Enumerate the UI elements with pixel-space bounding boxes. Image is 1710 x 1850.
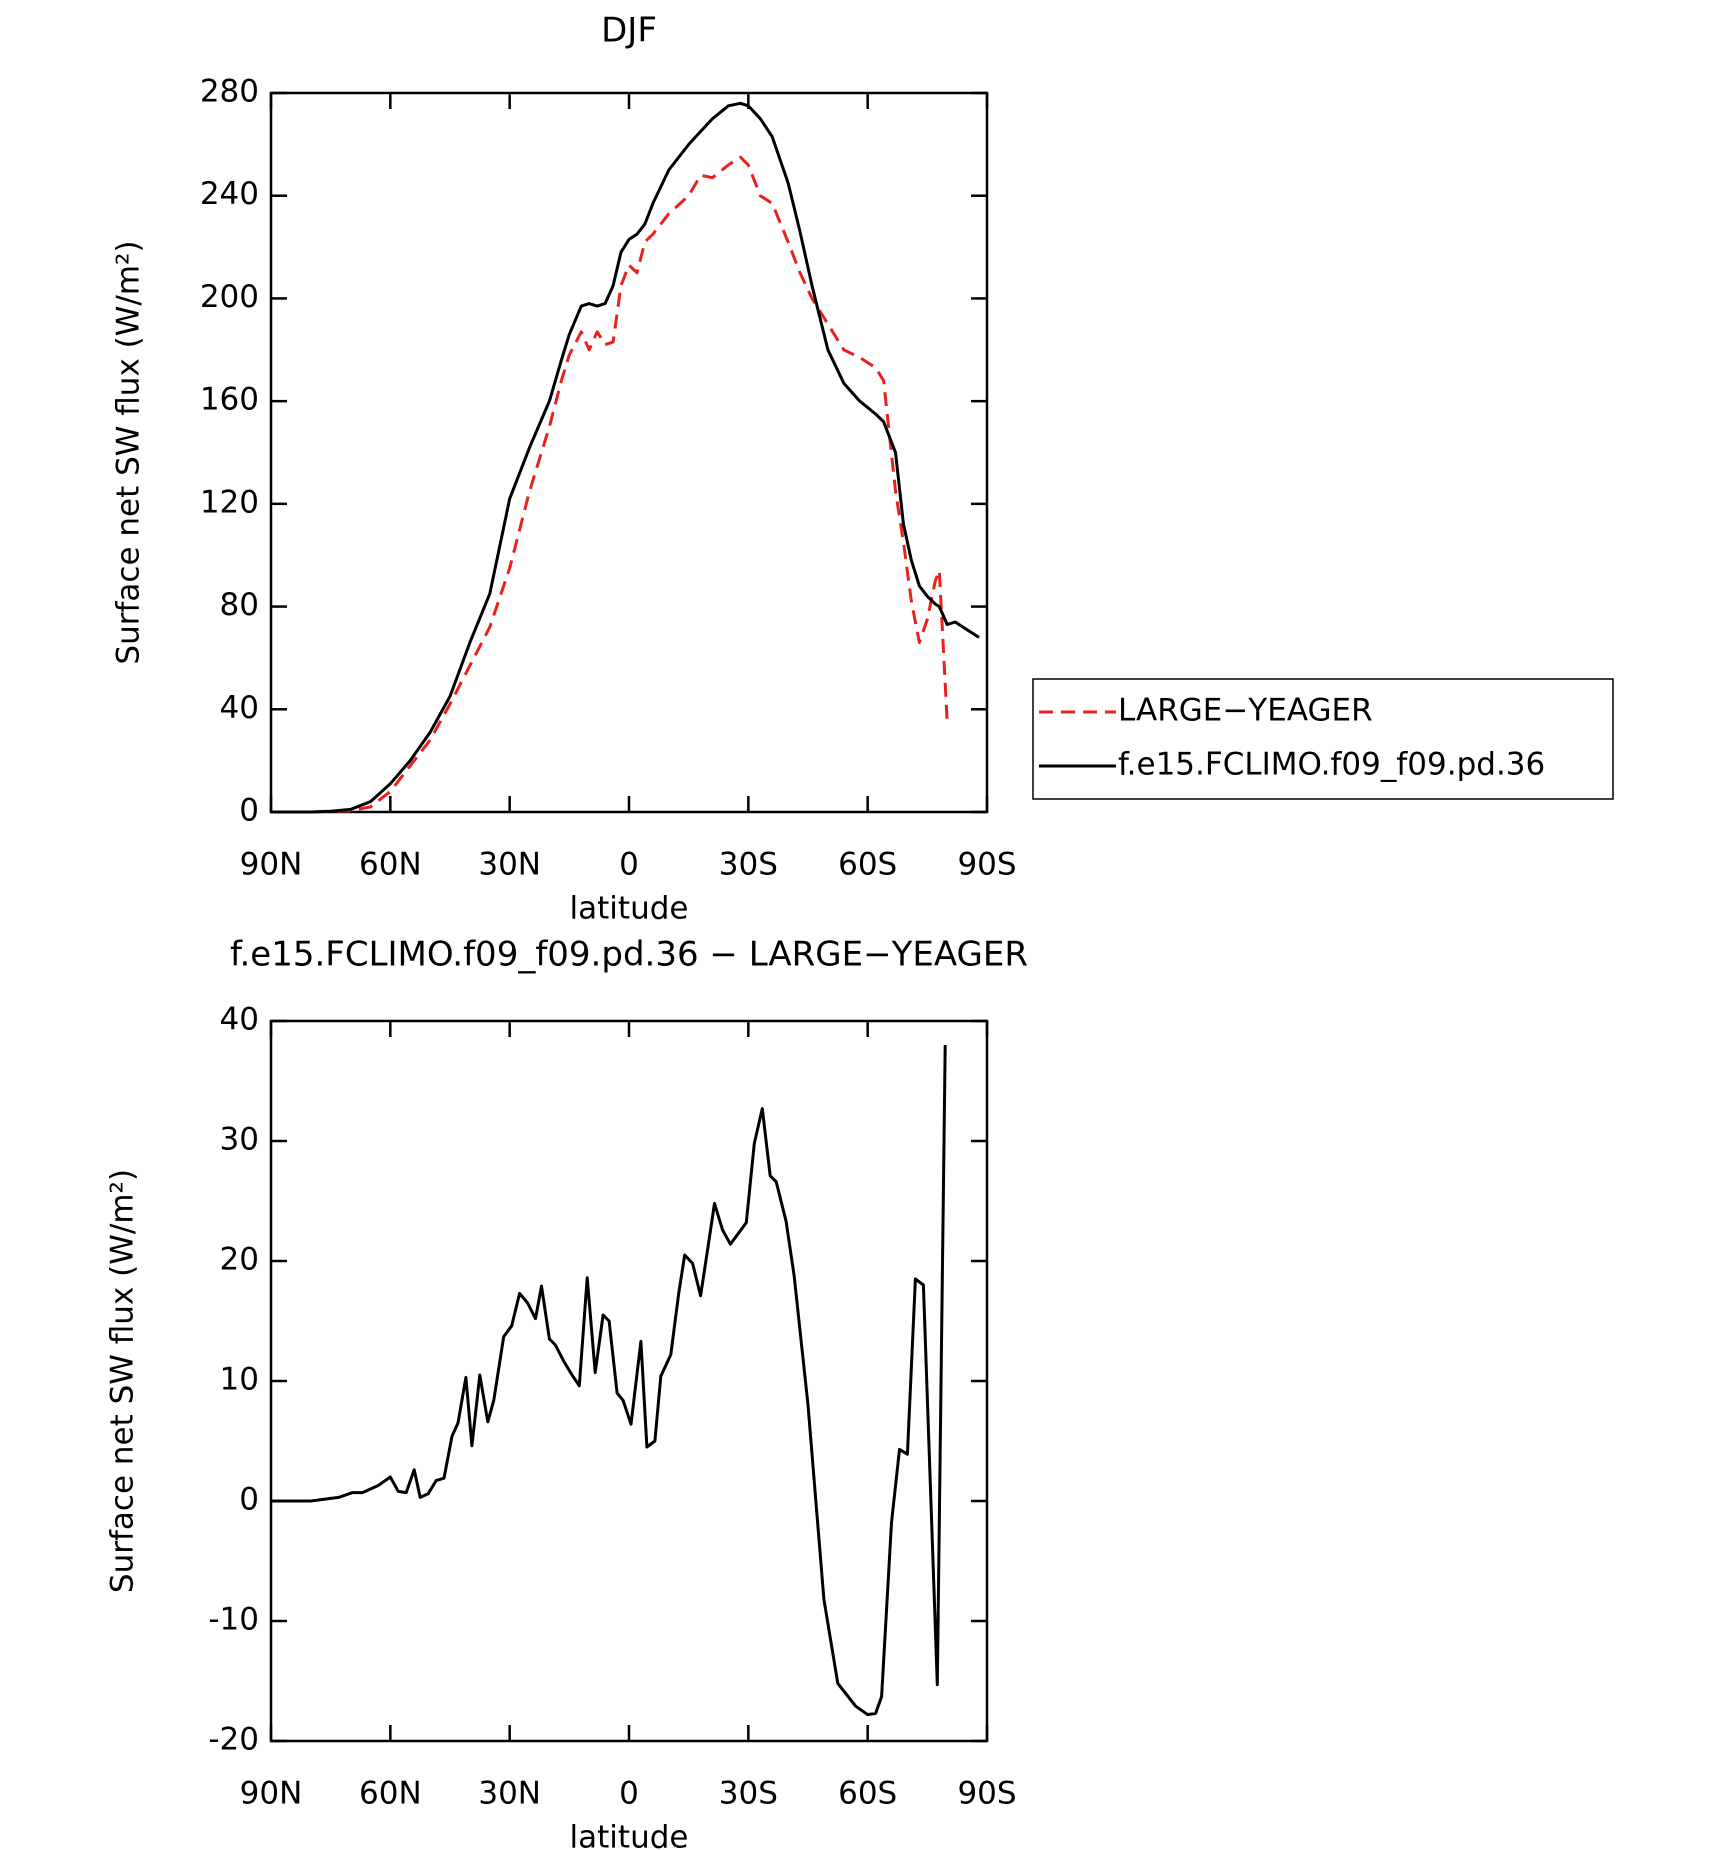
y-tick-label: 40 [220,1002,259,1038]
y-axis-label: Surface net SW flux (W/m²) [105,1169,141,1593]
data-line [271,1044,947,1717]
y-tick-label: 80 [220,587,259,623]
x-tick-label: 30S [719,1776,778,1812]
x-tick-label: 60N [359,1776,422,1812]
y-tick-label: -10 [208,1602,259,1638]
y-tick-label: 280 [200,74,259,110]
x-tick-label: 90N [240,847,303,883]
data-line [271,155,949,814]
x-tick-label: 60N [359,847,422,883]
x-tick-label: 0 [619,1776,639,1812]
x-tick-label: 0 [619,847,639,883]
chart-title: f.e15.FCLIMO.f09_f09.pd.36 − LARGE−YEAGE… [230,935,1028,975]
x-tick-label: 30S [719,847,778,883]
x-tick-label: 60S [838,847,897,883]
data-line [271,101,980,814]
y-tick-label: 10 [220,1362,259,1398]
y-tick-label: 0 [239,793,259,829]
y-tick-label: 160 [200,382,259,418]
x-tick-label: 30N [478,847,541,883]
y-tick-label: 30 [220,1122,259,1158]
y-tick-label: 200 [200,279,259,315]
legend-box [1032,678,1614,800]
x-tick-label: 90S [957,1776,1016,1812]
x-tick-label: 90N [240,1776,303,1812]
y-tick-label: 240 [200,176,259,212]
y-tick-label: 40 [220,690,259,726]
y-tick-label: 0 [239,1482,259,1518]
x-tick-label: 90S [957,847,1016,883]
legend-label: LARGE−YEAGER [1118,693,1373,729]
y-tick-label: 120 [200,484,259,520]
x-axis-label: latitude [570,1820,689,1850]
y-axis-label: Surface net SW flux (W/m²) [111,240,147,664]
chart-title: DJF [601,11,657,51]
plot-frame [269,91,989,814]
y-tick-label: 20 [220,1242,259,1278]
x-axis-label: latitude [570,891,689,927]
y-tick-label: -20 [208,1722,259,1758]
plot-frame [269,1019,989,1743]
x-tick-label: 30N [478,1776,541,1812]
legend-label: f.e15.FCLIMO.f09_f09.pd.36 [1118,747,1545,783]
x-tick-label: 60S [838,1776,897,1812]
